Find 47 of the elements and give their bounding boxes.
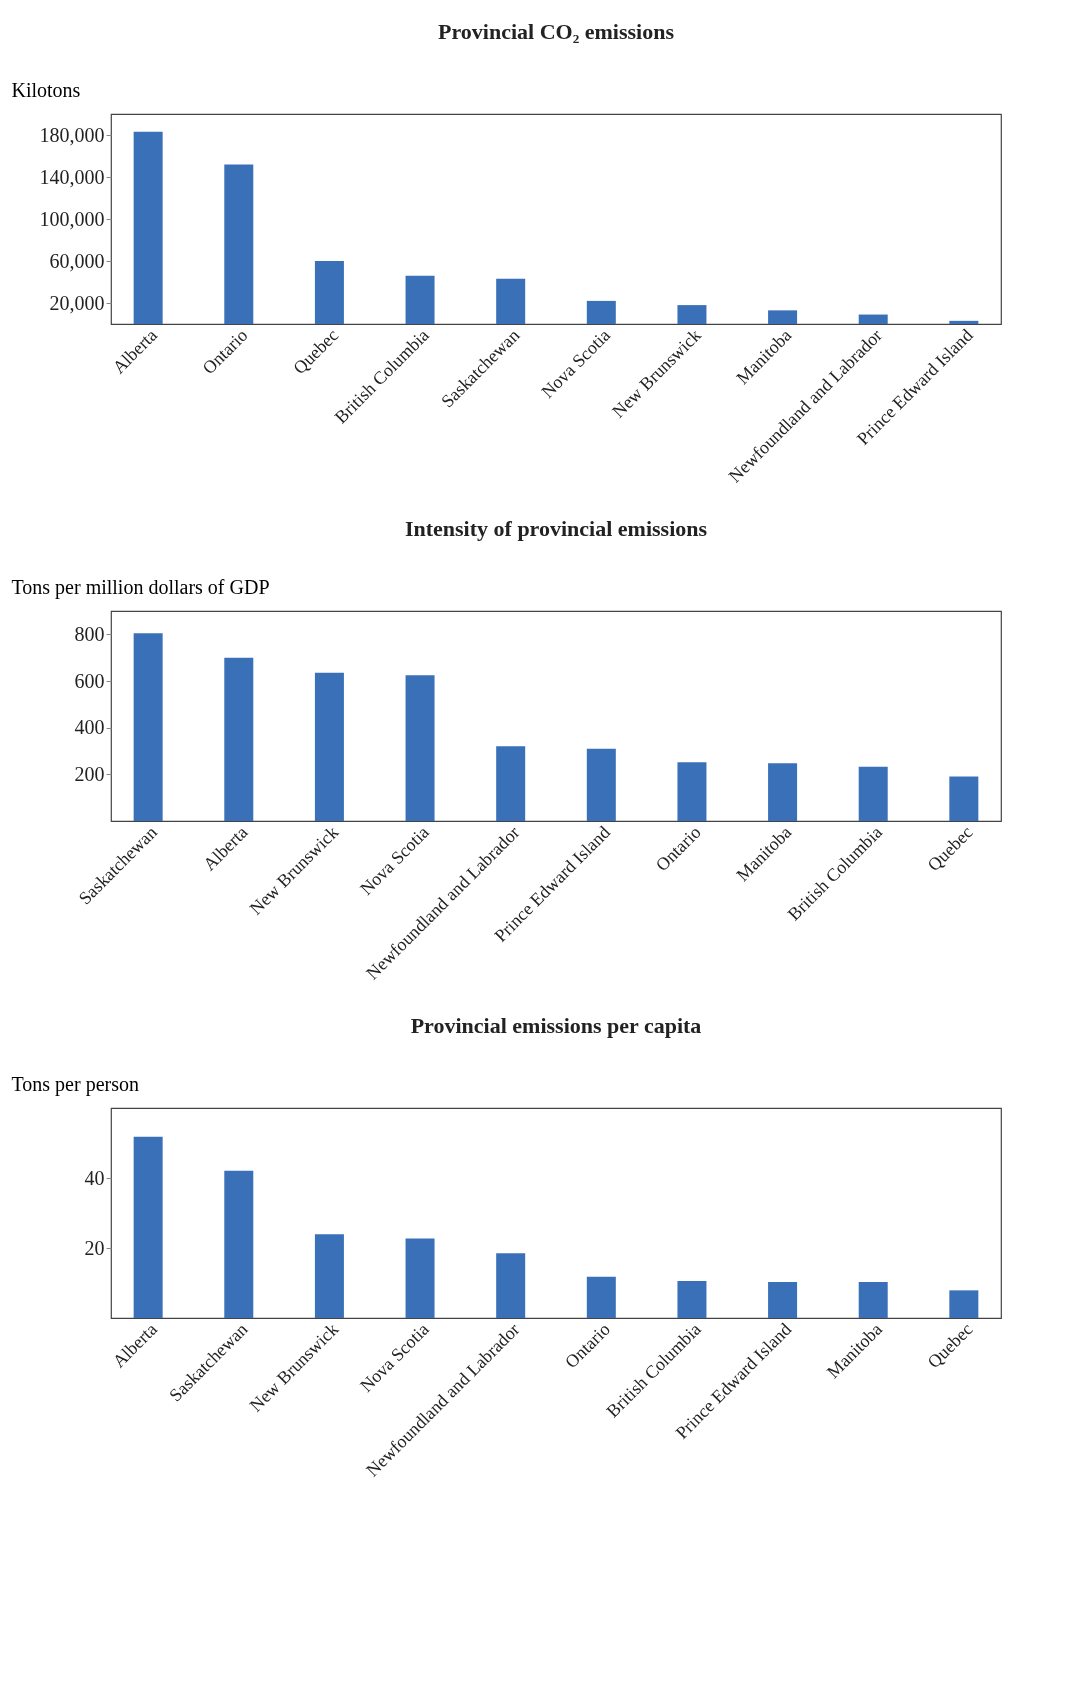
chart-title: Provincial emissions per capita [410, 1013, 702, 1038]
y-axis-title: Kilotons [11, 78, 81, 101]
bar [133, 131, 163, 324]
y-tick-label: 200 [74, 762, 105, 785]
bar [405, 275, 435, 324]
bar [949, 320, 979, 324]
bar [314, 261, 344, 324]
bar [314, 1234, 344, 1318]
bar [677, 762, 707, 821]
bar [768, 763, 798, 821]
bar [133, 1136, 163, 1318]
bar [586, 1276, 616, 1318]
y-tick-label: 180,000 [39, 123, 105, 146]
bar [949, 1290, 979, 1318]
y-tick-label: 800 [74, 622, 105, 645]
y-axis-title: Tons per million dollars of GDP [11, 575, 270, 599]
y-tick-label: 140,000 [39, 165, 105, 188]
bar [496, 1253, 526, 1318]
bar [677, 1280, 707, 1318]
bar [858, 1281, 888, 1318]
bar [949, 776, 979, 821]
bar [586, 300, 616, 324]
chart-title: Intensity of provincial emissions [404, 516, 708, 541]
bar [133, 633, 163, 821]
bar [496, 278, 526, 324]
bar [405, 675, 435, 821]
bar [224, 657, 254, 821]
bar [768, 310, 798, 324]
bar [858, 314, 888, 324]
bar [224, 1170, 254, 1318]
chart-title: Provincial CO₂ emissions [438, 19, 675, 44]
y-tick-label: 600 [74, 669, 105, 692]
y-axis-title: Tons per person [11, 1072, 139, 1096]
bar [496, 746, 526, 821]
bar [586, 748, 616, 821]
bar [677, 305, 707, 324]
bar [858, 766, 888, 821]
y-tick-label: 20,000 [49, 291, 105, 314]
bar [768, 1281, 798, 1318]
y-tick-label: 400 [74, 716, 105, 739]
y-tick-label: 40 [84, 1166, 105, 1189]
y-tick-label: 20 [84, 1236, 105, 1259]
bar [224, 164, 254, 324]
y-tick-label: 60,000 [49, 249, 105, 272]
bar [314, 672, 344, 821]
bar [405, 1238, 435, 1318]
y-tick-label: 100,000 [39, 207, 105, 230]
